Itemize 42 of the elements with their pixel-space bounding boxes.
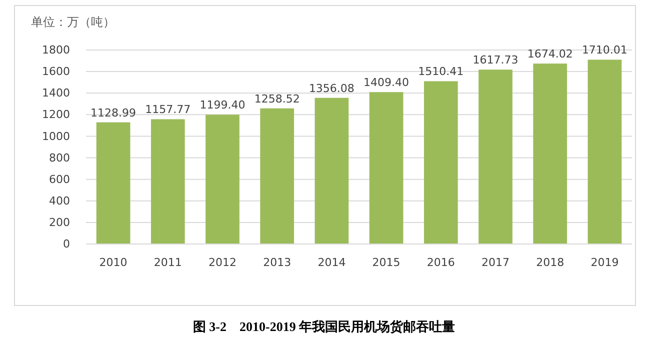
data-label: 1258.52 [254, 92, 300, 106]
bar [478, 70, 512, 244]
y-tick-label: 1400 [42, 86, 70, 100]
data-label: 1356.08 [308, 82, 354, 95]
y-tick-label: 200 [49, 216, 70, 229]
bar [96, 122, 130, 244]
x-tick-label: 2013 [263, 256, 292, 269]
data-label: 1199.40 [200, 98, 246, 112]
x-tick-label: 2012 [208, 256, 236, 269]
bar [424, 81, 458, 244]
y-tick-label: 400 [49, 194, 70, 208]
y-tick-label: 600 [49, 172, 70, 186]
x-tick-label: 2017 [482, 256, 510, 269]
y-tick-label: 800 [49, 151, 70, 164]
bar [588, 60, 622, 244]
bar [206, 114, 240, 244]
x-tick-label: 2018 [536, 256, 564, 269]
bar [533, 64, 568, 244]
data-label: 1617.73 [472, 54, 518, 67]
x-tick-label: 2016 [426, 256, 455, 269]
caption: 图 3-2 2010-2019 年我国民用机场货邮吞吐量 [192, 319, 456, 334]
x-tick-label: 2015 [372, 256, 400, 269]
bar [260, 108, 294, 244]
data-label: 1510.41 [418, 65, 464, 78]
y-tick-label: 1600 [42, 65, 70, 78]
x-tick-label: 2014 [318, 256, 346, 269]
x-tick-label: 2010 [99, 256, 128, 269]
bar [314, 98, 349, 244]
data-label: 1674.02 [527, 48, 573, 61]
y-tick-label: 1800 [42, 44, 70, 57]
data-label: 1128.99 [90, 106, 136, 120]
bar [369, 92, 404, 244]
y-axis-title: 单位：万（吨） [31, 15, 115, 29]
x-tick-label: 2019 [590, 256, 619, 269]
data-label: 1710.01 [582, 44, 628, 57]
y-tick-label: 0 [63, 238, 70, 251]
y-tick-label: 1200 [42, 108, 70, 122]
bar [150, 119, 185, 244]
data-label: 1157.77 [145, 103, 191, 116]
y-tick-label: 1000 [42, 130, 70, 143]
data-label: 1409.40 [364, 76, 410, 90]
x-tick-label: 2011 [154, 256, 182, 269]
